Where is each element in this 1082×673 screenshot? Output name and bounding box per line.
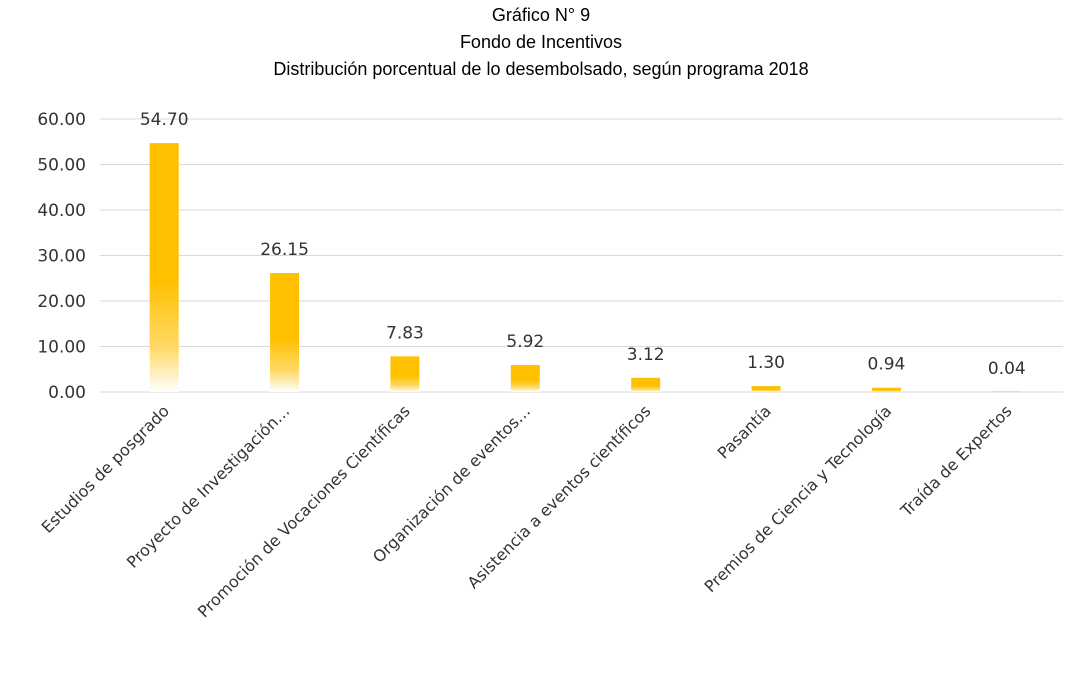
bar	[390, 356, 420, 392]
data-label: 3.12	[627, 345, 665, 365]
category-label: Pasantía	[714, 401, 775, 462]
bar	[751, 386, 781, 392]
chart-title: Gráfico N° 9	[492, 5, 590, 25]
y-tick-label: 60.00	[37, 110, 86, 130]
data-label: 5.92	[506, 332, 544, 352]
bars	[149, 143, 1022, 392]
data-label: 26.15	[260, 240, 309, 260]
chart-subtitle-2: Distribución porcentual de lo desembolsa…	[273, 59, 808, 79]
y-tick-label: 0.00	[48, 383, 86, 403]
bar	[270, 273, 300, 392]
y-tick-label: 20.00	[37, 292, 86, 312]
category-label: Promoción de Vocaciones Científicas	[194, 401, 414, 621]
y-tick-label: 50.00	[37, 156, 86, 176]
data-label: 1.30	[747, 353, 785, 373]
bar	[510, 365, 540, 392]
category-label: Premios de Ciencia y Tecnología	[701, 401, 896, 596]
category-label: Estudios de posgrado	[38, 401, 173, 536]
bar	[631, 377, 661, 392]
data-label: 54.70	[140, 110, 189, 130]
y-axis-ticks: 0.00 10.00 20.00 30.00 40.00 50.00 60.00	[37, 110, 86, 403]
bar	[992, 391, 1022, 392]
bar	[149, 143, 179, 392]
data-label: 7.83	[386, 323, 424, 343]
bar	[871, 387, 901, 392]
y-tick-label: 10.00	[37, 338, 86, 358]
data-labels: 54.70 26.15 7.83 5.92 3.12 1.30 0.94 0.04	[140, 110, 1026, 379]
gridlines	[100, 118, 1063, 393]
data-label: 0.04	[988, 359, 1026, 379]
y-tick-label: 40.00	[37, 201, 86, 221]
y-tick-label: 30.00	[37, 247, 86, 267]
category-label: Traída de Expertos	[896, 401, 1015, 520]
chart-subtitle: Fondo de Incentivos	[460, 32, 622, 52]
data-label: 0.94	[868, 355, 906, 375]
